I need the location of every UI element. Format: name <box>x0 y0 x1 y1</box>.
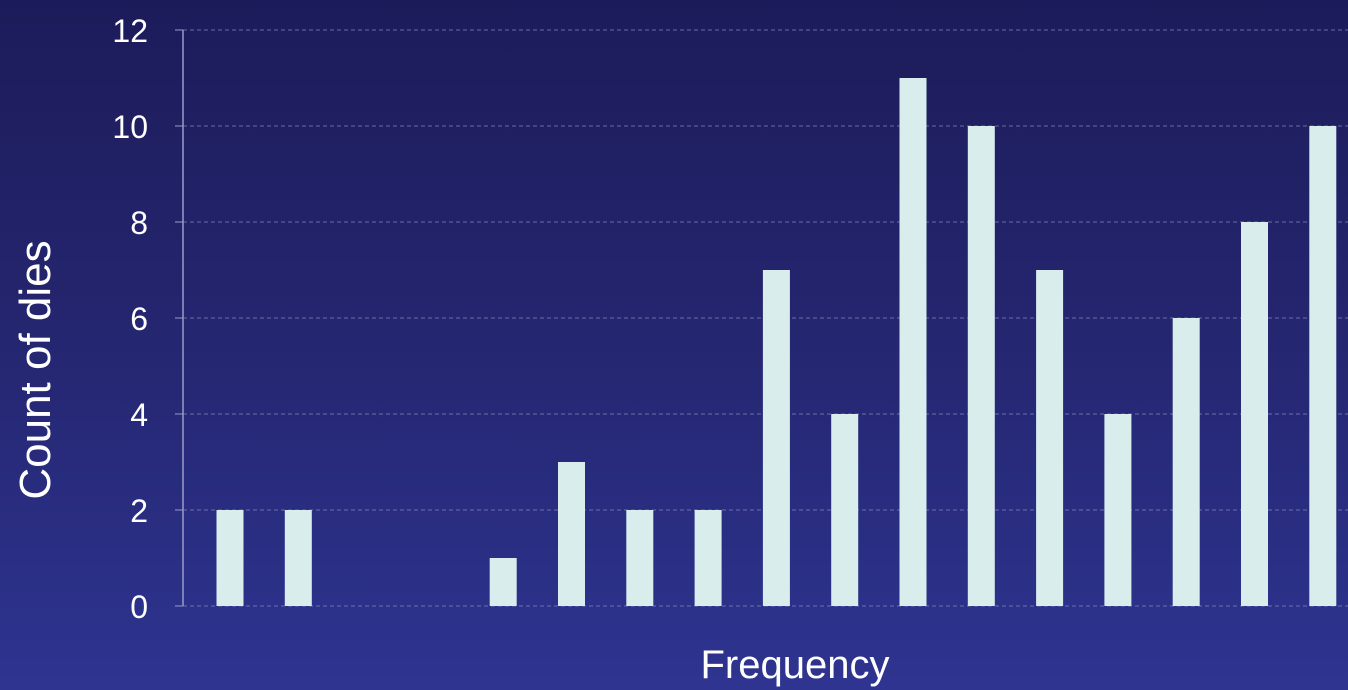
y-tick-labels: 0 2 4 6 8 10 12 <box>112 13 183 625</box>
bar-5 <box>489 558 517 606</box>
y-tick-label: 4 <box>130 397 148 433</box>
y-tick-label: 10 <box>112 109 148 145</box>
bar-8 <box>694 510 722 606</box>
bar-6 <box>558 462 585 606</box>
x-axis-label: Frequency <box>701 643 890 687</box>
bar-16 <box>1241 222 1268 606</box>
bar-10 <box>831 414 859 606</box>
y-axis-label: Count of dies <box>11 240 60 499</box>
bars <box>216 78 1337 606</box>
y-tick-label: 6 <box>130 301 148 337</box>
bar-14 <box>1104 414 1132 606</box>
bar-7 <box>626 510 654 606</box>
bar-12 <box>967 126 995 606</box>
bar-15 <box>1172 318 1200 606</box>
bar-9 <box>762 270 790 606</box>
bar-11 <box>899 78 927 606</box>
bar-17 <box>1309 126 1337 606</box>
bar-2 <box>284 510 312 606</box>
y-tick-label: 8 <box>130 205 148 241</box>
y-tick-label: 12 <box>112 13 148 49</box>
y-tick-label: 2 <box>130 493 148 529</box>
y-tick-label: 0 <box>130 589 148 625</box>
bar-1 <box>216 510 244 606</box>
bar-13 <box>1036 270 1064 606</box>
